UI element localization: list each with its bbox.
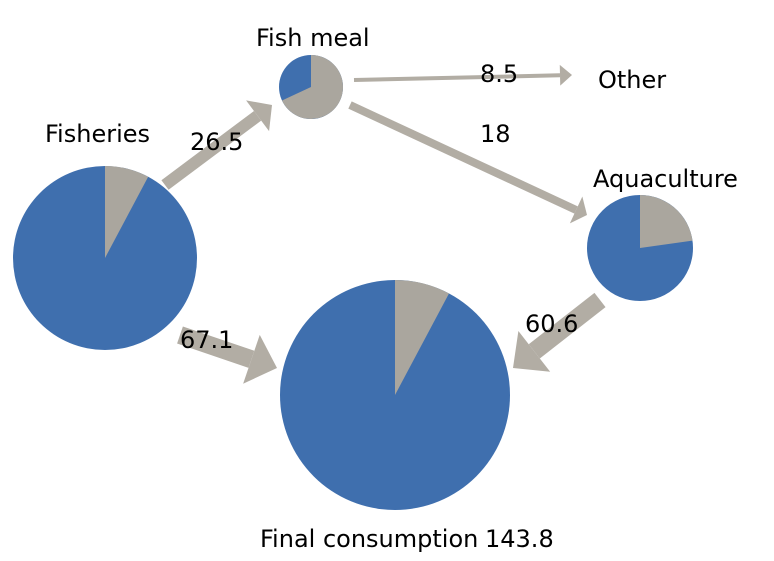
edge-fishmeal-aquaculture-value: 18 bbox=[480, 120, 511, 148]
aquaculture-label: Aquaculture bbox=[593, 165, 738, 193]
edge-fisheries-fishmeal-value: 26.5 bbox=[190, 128, 243, 156]
edge-fishmeal-other-value: 8.5 bbox=[480, 60, 518, 88]
fish-meal-label: Fish meal bbox=[256, 24, 370, 52]
final-consumption-value: 143.8 bbox=[485, 525, 554, 553]
edge-fisheries-final-value: 67.1 bbox=[180, 326, 233, 354]
final-consumption-label: Final consumption bbox=[260, 525, 478, 553]
fisheries-label: Fisheries bbox=[45, 120, 150, 148]
edge-aquaculture-final-value: 60.6 bbox=[525, 310, 578, 338]
other-label: Other bbox=[598, 66, 666, 94]
flow-diagram: { "diagram": { "type": "flowchart", "bac… bbox=[0, 0, 774, 561]
